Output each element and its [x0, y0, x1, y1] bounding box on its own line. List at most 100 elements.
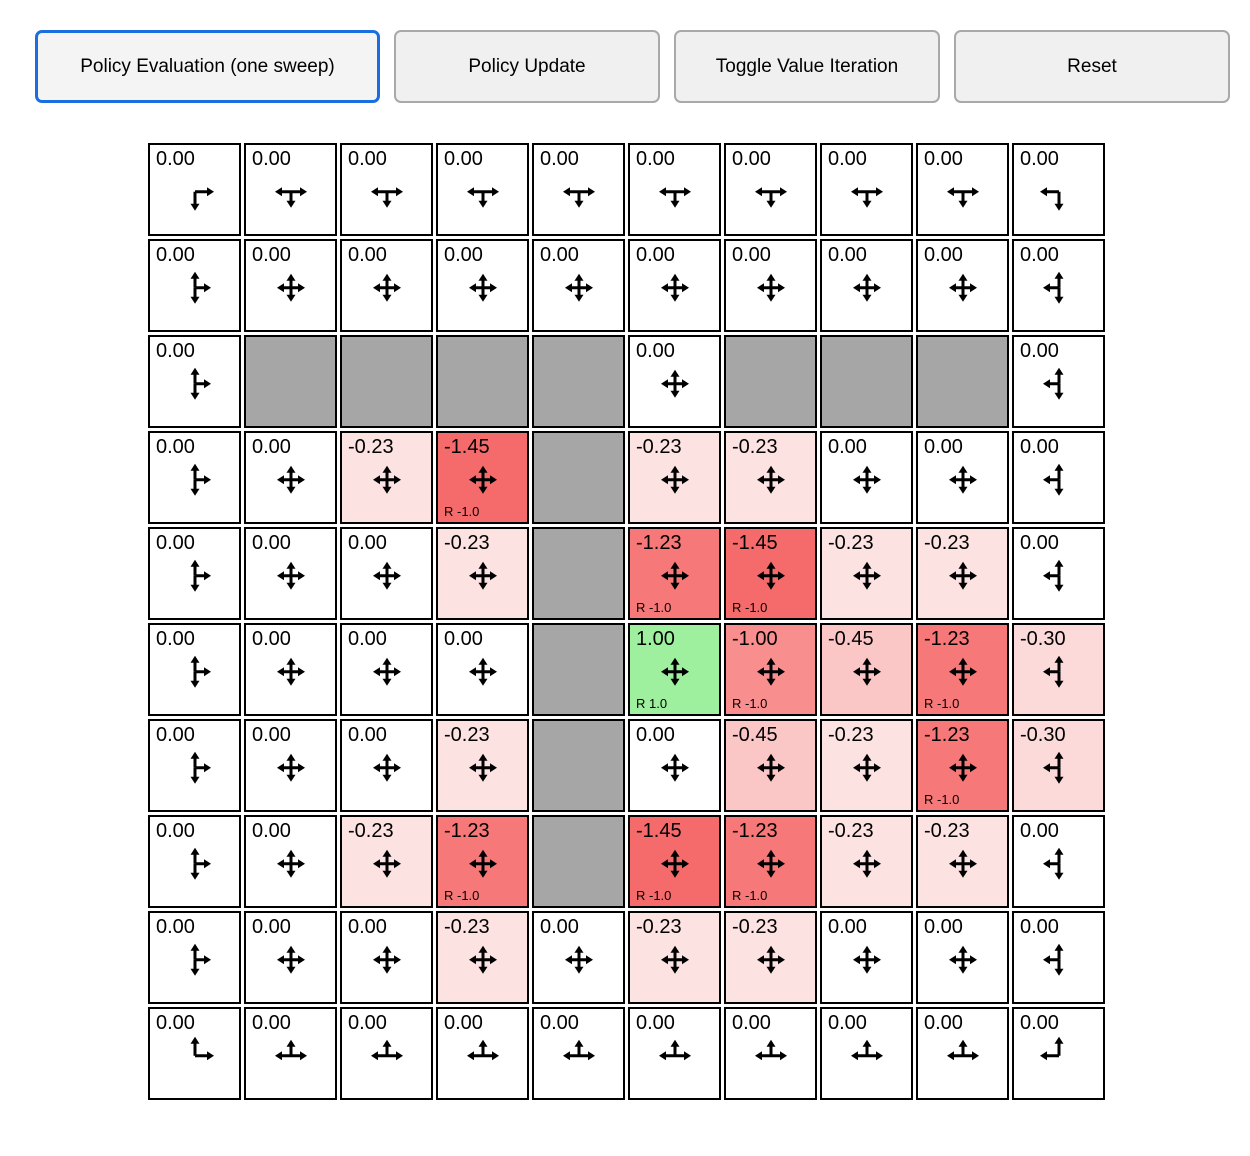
grid-cell[interactable]: 0.00 — [1012, 527, 1105, 620]
wall-cell[interactable] — [532, 431, 625, 524]
grid-cell[interactable]: 0.00 — [532, 143, 625, 236]
wall-cell[interactable] — [532, 719, 625, 812]
grid-cell[interactable]: -0.23 — [724, 431, 817, 524]
grid-cell[interactable]: 0.00 — [244, 815, 337, 908]
grid-cell[interactable]: -1.23 R -1.0 — [916, 623, 1009, 716]
grid-cell[interactable]: 0.00 — [724, 143, 817, 236]
grid-cell[interactable]: 0.00 — [244, 527, 337, 620]
grid-cell[interactable]: 0.00 — [724, 1007, 817, 1100]
grid-cell[interactable]: -0.23 — [820, 815, 913, 908]
policy-evaluation-button[interactable]: Policy Evaluation (one sweep) — [35, 30, 380, 103]
grid-cell[interactable]: -0.23 — [916, 527, 1009, 620]
grid-cell[interactable]: -0.45 — [820, 623, 913, 716]
grid-cell[interactable]: 0.00 — [916, 911, 1009, 1004]
policy-update-button[interactable]: Policy Update — [394, 30, 660, 103]
grid-cell[interactable]: 0.00 — [436, 143, 529, 236]
grid-cell[interactable]: 0.00 — [148, 911, 241, 1004]
wall-cell[interactable] — [532, 623, 625, 716]
wall-cell[interactable] — [532, 527, 625, 620]
grid-cell[interactable]: 0.00 — [916, 431, 1009, 524]
wall-cell[interactable] — [340, 335, 433, 428]
grid-cell[interactable]: 0.00 — [340, 719, 433, 812]
wall-cell[interactable] — [436, 335, 529, 428]
grid-cell[interactable]: -0.45 — [724, 719, 817, 812]
grid-cell[interactable]: -0.30 — [1012, 719, 1105, 812]
grid-cell[interactable]: 0.00 — [628, 239, 721, 332]
grid-cell[interactable]: 0.00 — [148, 815, 241, 908]
grid-cell[interactable]: -0.30 — [1012, 623, 1105, 716]
grid-cell[interactable]: -0.23 — [436, 527, 529, 620]
grid-cell[interactable]: 0.00 — [724, 239, 817, 332]
grid-cell[interactable]: 1.00 R 1.0 — [628, 623, 721, 716]
grid-cell[interactable]: 0.00 — [820, 911, 913, 1004]
grid-cell[interactable]: -1.23 R -1.0 — [628, 527, 721, 620]
reset-button[interactable]: Reset — [954, 30, 1230, 103]
grid-cell[interactable]: 0.00 — [340, 623, 433, 716]
grid-cell[interactable]: 0.00 — [148, 431, 241, 524]
grid-cell[interactable]: 0.00 — [532, 911, 625, 1004]
grid-cell[interactable]: -1.23 R -1.0 — [724, 815, 817, 908]
grid-cell[interactable]: 0.00 — [340, 911, 433, 1004]
grid-cell[interactable]: 0.00 — [1012, 431, 1105, 524]
grid-cell[interactable]: -1.45 R -1.0 — [628, 815, 721, 908]
grid-cell[interactable]: 0.00 — [628, 1007, 721, 1100]
grid-cell[interactable]: -1.45 R -1.0 — [724, 527, 817, 620]
grid-cell[interactable]: -0.23 — [628, 431, 721, 524]
grid-cell[interactable]: 0.00 — [244, 239, 337, 332]
grid-cell[interactable]: 0.00 — [628, 143, 721, 236]
wall-cell[interactable] — [244, 335, 337, 428]
grid-cell[interactable]: 0.00 — [244, 431, 337, 524]
grid-cell[interactable]: 0.00 — [244, 623, 337, 716]
grid-cell[interactable]: 0.00 — [148, 719, 241, 812]
grid-cell[interactable]: 0.00 — [628, 719, 721, 812]
grid-cell[interactable]: 0.00 — [1012, 911, 1105, 1004]
grid-cell[interactable]: 0.00 — [1012, 1007, 1105, 1100]
grid-cell[interactable]: 0.00 — [1012, 335, 1105, 428]
grid-cell[interactable]: 0.00 — [148, 1007, 241, 1100]
grid-cell[interactable]: 0.00 — [436, 239, 529, 332]
grid-cell[interactable]: -0.23 — [436, 911, 529, 1004]
grid-cell[interactable]: -1.45 R -1.0 — [436, 431, 529, 524]
grid-cell[interactable]: -0.23 — [820, 719, 913, 812]
wall-cell[interactable] — [820, 335, 913, 428]
grid-cell[interactable]: 0.00 — [340, 527, 433, 620]
grid-cell[interactable]: -0.23 — [340, 431, 433, 524]
toggle-value-iteration-button[interactable]: Toggle Value Iteration — [674, 30, 940, 103]
grid-cell[interactable]: -0.23 — [436, 719, 529, 812]
grid-cell[interactable]: 0.00 — [340, 143, 433, 236]
grid-cell[interactable]: 0.00 — [916, 239, 1009, 332]
grid-cell[interactable]: 0.00 — [244, 719, 337, 812]
grid-cell[interactable]: -0.23 — [820, 527, 913, 620]
grid-cell[interactable]: 0.00 — [1012, 815, 1105, 908]
grid-cell[interactable]: 0.00 — [148, 239, 241, 332]
wall-cell[interactable] — [532, 335, 625, 428]
grid-cell[interactable]: 0.00 — [1012, 143, 1105, 236]
grid-cell[interactable]: 0.00 — [148, 623, 241, 716]
grid-cell[interactable]: 0.00 — [916, 1007, 1009, 1100]
grid-cell[interactable]: 0.00 — [340, 239, 433, 332]
grid-cell[interactable]: 0.00 — [916, 143, 1009, 236]
wall-cell[interactable] — [916, 335, 1009, 428]
grid-cell[interactable]: 0.00 — [820, 1007, 913, 1100]
grid-cell[interactable]: 0.00 — [820, 143, 913, 236]
grid-cell[interactable]: 0.00 — [532, 1007, 625, 1100]
grid-cell[interactable]: 0.00 — [340, 1007, 433, 1100]
grid-cell[interactable]: -0.23 — [724, 911, 817, 1004]
grid-cell[interactable]: -0.23 — [628, 911, 721, 1004]
grid-cell[interactable]: 0.00 — [532, 239, 625, 332]
grid-cell[interactable]: 0.00 — [244, 143, 337, 236]
grid-cell[interactable]: -0.23 — [340, 815, 433, 908]
grid-cell[interactable]: 0.00 — [244, 911, 337, 1004]
grid-cell[interactable]: 0.00 — [148, 335, 241, 428]
grid-cell[interactable]: -1.23 R -1.0 — [436, 815, 529, 908]
grid-cell[interactable]: -1.00 R -1.0 — [724, 623, 817, 716]
grid-cell[interactable]: 0.00 — [628, 335, 721, 428]
grid-cell[interactable]: 0.00 — [244, 1007, 337, 1100]
grid-cell[interactable]: -0.23 — [916, 815, 1009, 908]
grid-cell[interactable]: 0.00 — [820, 239, 913, 332]
grid-cell[interactable]: 0.00 — [1012, 239, 1105, 332]
wall-cell[interactable] — [532, 815, 625, 908]
wall-cell[interactable] — [724, 335, 817, 428]
grid-cell[interactable]: 0.00 — [148, 527, 241, 620]
grid-cell[interactable]: 0.00 — [820, 431, 913, 524]
